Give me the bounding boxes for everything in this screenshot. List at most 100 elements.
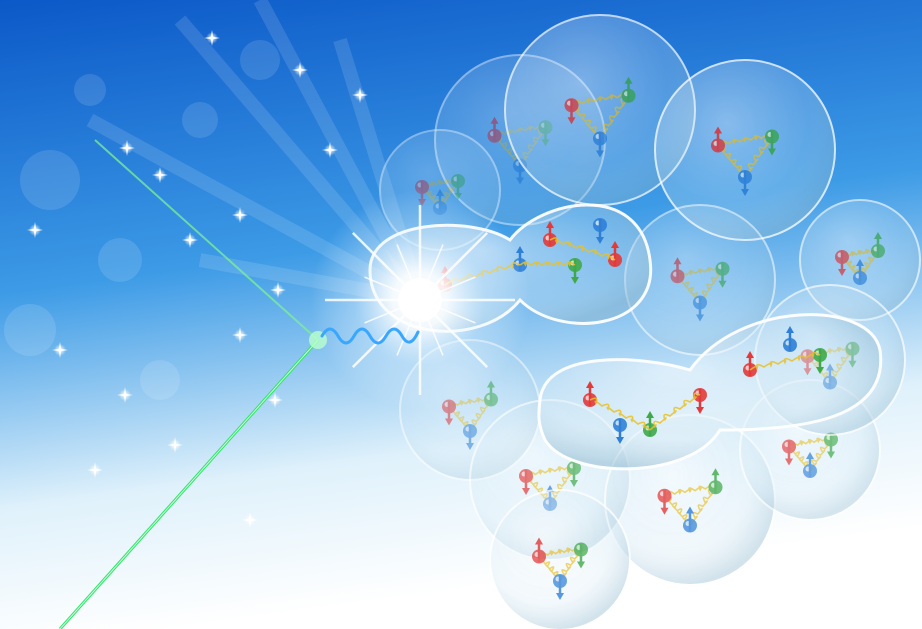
spin-arrow-head: [570, 480, 578, 487]
spin-arrow-head: [816, 367, 824, 374]
sparkle: [182, 232, 198, 248]
sparkle-star: [87, 462, 103, 478]
bokeh-light: [182, 102, 218, 138]
spin-arrow-head: [660, 507, 669, 515]
spin-arrow-head: [490, 116, 499, 124]
spin-arrow-head: [856, 259, 864, 266]
sparkle: [52, 342, 68, 358]
quark-highlight: [453, 176, 459, 182]
spin-arrow-head: [577, 561, 585, 569]
spin-arrow-head: [556, 593, 564, 600]
sparkle: [270, 282, 286, 298]
gluon-spring: [661, 493, 693, 526]
gluon-spring: [649, 392, 701, 431]
spin-arrow-head: [522, 488, 530, 495]
spin-arrow-head: [646, 411, 654, 418]
gluon-spring: [446, 403, 473, 432]
spin-arrow-head: [696, 314, 704, 322]
sparkle: [232, 327, 248, 343]
sparkle: [27, 222, 43, 238]
spin-arrow-head: [874, 232, 882, 239]
sparkle-star: [204, 30, 220, 46]
spin-arrow-head: [714, 126, 722, 134]
sparkle-star: [232, 327, 248, 343]
spin-arrow-head: [718, 280, 727, 288]
gluon-spring: [519, 261, 576, 267]
nucleon: [624, 204, 776, 356]
spin-arrow-head: [596, 237, 604, 244]
gluon-spring: [467, 397, 494, 432]
gluon-spring: [568, 102, 603, 139]
spin-arrow-head: [616, 437, 624, 444]
flash-spikes: [325, 205, 515, 395]
spin-arrow-head: [624, 76, 633, 84]
bokeh-light: [240, 40, 280, 80]
quark: [451, 174, 465, 188]
sparkle: [292, 62, 308, 78]
gluon-spring: [697, 266, 726, 303]
sparkle: [119, 140, 135, 156]
photon-wave: [320, 327, 420, 345]
upper-laser-beam: [94, 139, 319, 341]
bokeh-light: [98, 238, 142, 282]
bokeh-light: [4, 304, 56, 356]
sparkles: [27, 30, 368, 528]
spin-arrow-head: [786, 326, 794, 333]
bokeh-light: [74, 74, 106, 106]
sparkle-star: [352, 87, 368, 103]
spin-arrow-head: [686, 506, 694, 514]
gluon-spring: [742, 134, 775, 178]
sparkle-star: [27, 222, 43, 238]
spin-arrow-head: [571, 277, 579, 284]
bokeh-light: [20, 150, 80, 210]
gluon-spring: [749, 351, 821, 371]
spin-arrow-head: [711, 468, 720, 476]
nucleon-shell: [489, 489, 631, 629]
spin-arrow-head: [611, 241, 619, 248]
sparkle-star: [152, 167, 168, 183]
spin-arrow-head: [696, 407, 704, 414]
sparkle-star: [267, 392, 283, 408]
spin-arrow-head: [586, 381, 594, 388]
gluon-spring: [571, 92, 629, 107]
spin-arrow-head: [673, 257, 682, 265]
spin-arrow-head: [454, 193, 462, 200]
spin-arrow-head: [746, 351, 754, 358]
bokeh-lights: [4, 40, 280, 400]
spin-arrow-head: [546, 221, 554, 228]
gluon-spring: [421, 177, 459, 188]
sparkle: [352, 87, 368, 103]
sparkle-star: [322, 142, 338, 158]
gluon-spring: [715, 143, 748, 178]
sparkle-star: [232, 207, 248, 223]
sparkle: [152, 167, 168, 183]
sparkle-star: [242, 512, 258, 528]
gluon-spring: [491, 133, 523, 166]
nucleon: [504, 14, 696, 206]
collision-flash: [310, 190, 530, 410]
bokeh-light: [140, 360, 180, 400]
sparkle: [267, 392, 283, 408]
sparkle-star: [119, 140, 135, 156]
spin-arrow-head: [768, 148, 776, 156]
quark-highlight: [417, 182, 423, 188]
spin-arrow-head: [516, 177, 524, 185]
spin-arrow-head: [838, 269, 846, 276]
sparkle-star: [52, 342, 68, 358]
sparkle-star: [182, 232, 198, 248]
spin-arrow-head: [741, 189, 749, 196]
nucleon: [654, 59, 836, 241]
sparkle: [167, 437, 183, 453]
sparkle-star: [167, 437, 183, 453]
spin-arrow-head: [535, 537, 543, 545]
sparkle: [117, 387, 133, 403]
spin-arrow-head: [806, 452, 814, 459]
nucleon: [489, 489, 631, 629]
lower-laser-core: [59, 339, 319, 629]
spin-arrow-head: [466, 443, 474, 450]
gluon-spring: [549, 237, 616, 261]
spin-arrow-head: [445, 418, 453, 426]
excited-nucleon-lower: [537, 313, 883, 471]
